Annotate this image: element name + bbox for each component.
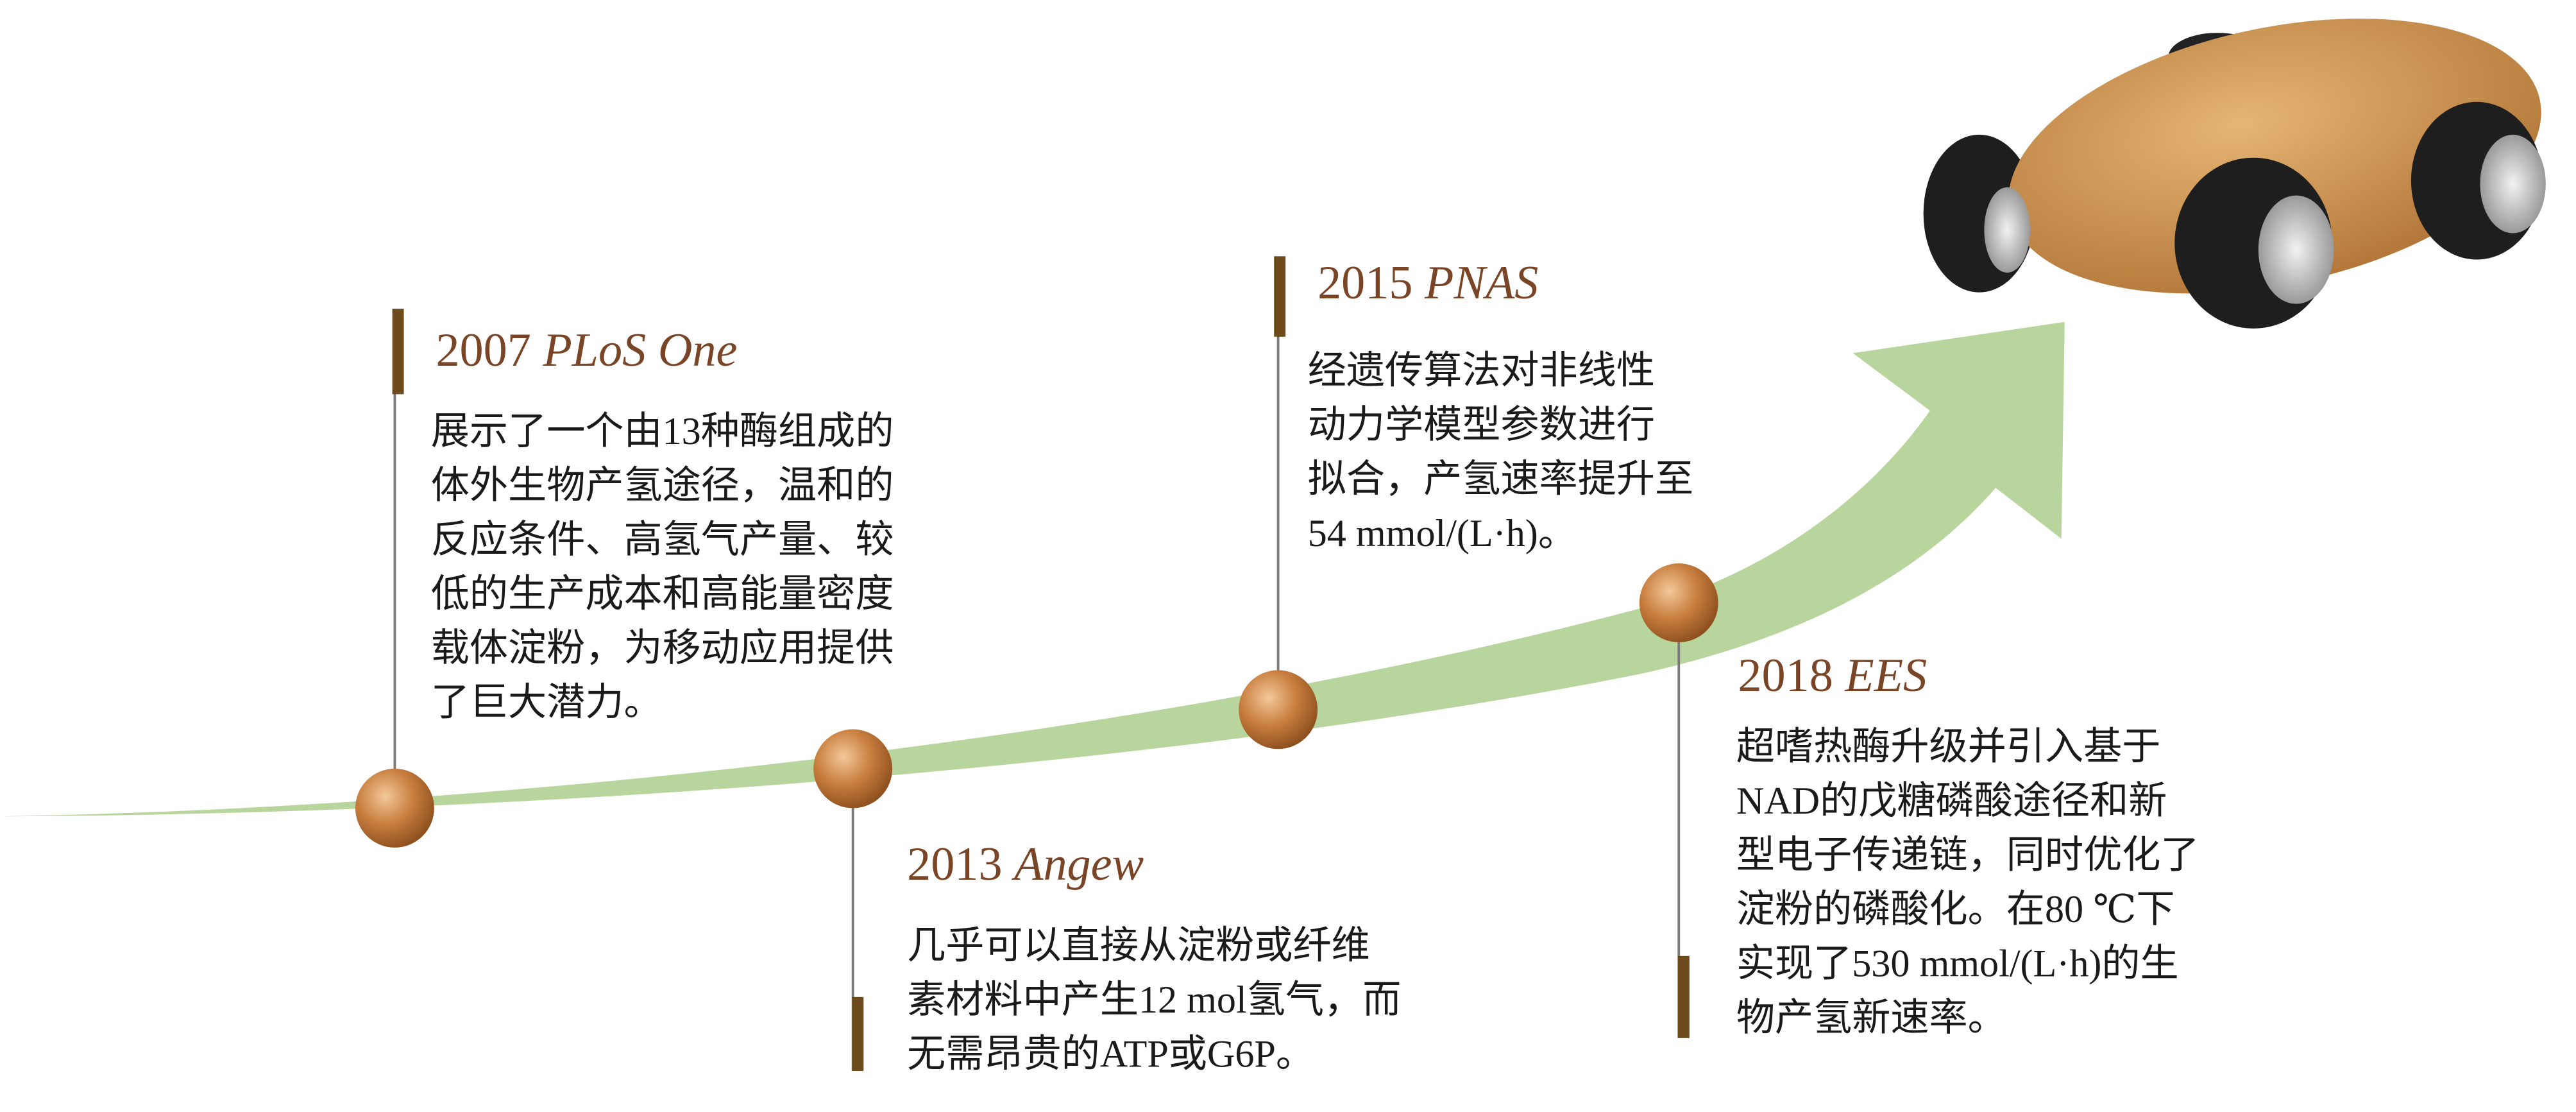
event-description-line: 载体淀粉，为移动应用提供 <box>431 627 894 670</box>
event-year: 2018 <box>1738 649 1833 702</box>
potato-car-illustration <box>1923 19 2546 329</box>
event-description-line: 低的生产成本和高能量密度 <box>431 573 894 616</box>
marker-bar <box>1274 256 1286 337</box>
event-heading: 2018 EES <box>1738 649 1927 702</box>
event-description-line: 淀粉的磷酸化。在80 ℃下 <box>1736 888 2175 931</box>
event-description-line: 素材料中产生12 mol氢气，而 <box>907 979 1401 1022</box>
event-year: 2015 <box>1318 257 1412 309</box>
timeline-node <box>1239 670 1318 749</box>
event-journal: Angew <box>1011 838 1144 891</box>
event-journal: PLoS One <box>542 324 737 377</box>
event-heading: 2013 Angew <box>907 838 1144 891</box>
marker-bar <box>392 309 404 395</box>
event-description-line: 型电子传递链，同时优化了 <box>1736 834 2199 877</box>
event-year: 2007 <box>436 324 530 377</box>
marker-bar <box>1677 955 1690 1038</box>
event-description-line: NAD的戊糖磷酸途径和新 <box>1736 780 2167 823</box>
event-description-line: 超嗜热酶升级并引入基于 <box>1736 726 2161 769</box>
timeline-node <box>355 768 434 848</box>
event-journal: EES <box>1844 649 1927 702</box>
timeline-node <box>813 729 893 808</box>
event-description-line: 经遗传算法对非线性 <box>1308 349 1655 392</box>
event-description-line: 拟合，产氢速率提升至 <box>1308 458 1693 500</box>
marker-bar <box>852 997 864 1072</box>
timeline-node <box>1639 563 1718 642</box>
events: 2007 PLoS One 展示了一个由13种酶组成的体外生物产氢途径，温和的反应… <box>355 256 2199 1075</box>
event-description-line: 物产氢新速率。 <box>1736 997 2006 1039</box>
event-journal: PNAS <box>1424 257 1538 309</box>
event-description-line: 无需昂贵的ATP或G6P。 <box>907 1032 1314 1075</box>
event-year: 2013 <box>907 838 1002 891</box>
event-description-line: 体外生物产氢途径，温和的 <box>431 465 894 508</box>
event-description-line: 实现了530 mmol/(L·h)的生 <box>1736 943 2179 986</box>
event-description-line: 反应条件、高氢气产量、较 <box>431 518 894 561</box>
event-description-line: 54 mmol/(L·h)。 <box>1308 512 1577 555</box>
event-description-line: 展示了一个由13种酶组成的 <box>431 410 894 453</box>
event-heading: 2015 PNAS <box>1318 257 1538 309</box>
event-description-line: 动力学模型参数进行 <box>1308 404 1655 447</box>
event-description-line: 几乎可以直接从淀粉或纤维 <box>907 924 1370 967</box>
event-heading: 2007 PLoS One <box>436 324 737 377</box>
event-description-line: 了巨大潜力。 <box>431 681 663 724</box>
